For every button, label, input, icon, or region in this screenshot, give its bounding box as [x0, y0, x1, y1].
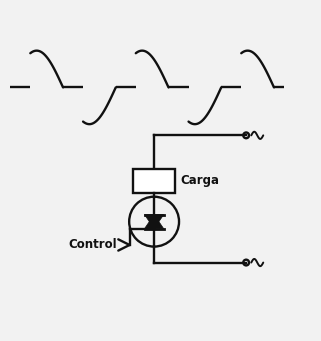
Bar	[133, 169, 175, 193]
Text: Carga: Carga	[181, 174, 220, 188]
Text: Control: Control	[69, 238, 117, 251]
Polygon shape	[144, 214, 164, 229]
Polygon shape	[144, 214, 164, 229]
